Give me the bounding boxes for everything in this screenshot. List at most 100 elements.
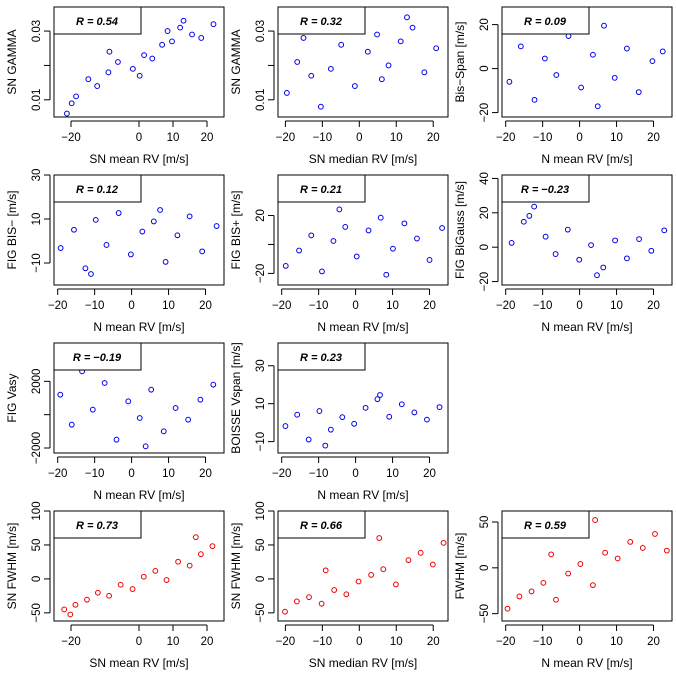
x-tick-label: 0: [576, 300, 582, 312]
r-value-label: R = 0.32: [300, 16, 342, 28]
x-axis-label: N mean RV [m/s]: [541, 152, 632, 166]
data-point: [380, 566, 387, 573]
data-point: [331, 587, 338, 593]
x-tick-label: 10: [390, 132, 403, 144]
data-point: [282, 262, 289, 269]
data-point: [68, 100, 75, 107]
data-point: [342, 224, 349, 230]
y-tick-label: −50: [479, 604, 491, 624]
data-point: [209, 543, 216, 550]
data-point: [185, 416, 192, 423]
y-tick-label: 0.03: [31, 20, 43, 42]
data-point: [89, 406, 96, 413]
data-point: [115, 59, 121, 65]
data-point: [377, 214, 384, 221]
r-value-label: R = 0.12: [76, 184, 118, 196]
y-tick-label: 0: [479, 244, 491, 250]
data-point: [150, 218, 157, 225]
scatter-panel: −20 −10 0 10 20 −50 0 50 100 R = 0.66 SN median RV…: [229, 501, 449, 670]
data-point: [186, 562, 193, 569]
data-point: [531, 203, 538, 210]
y-tick-label: 50: [31, 539, 43, 552]
data-point: [169, 38, 175, 45]
y-tick-label: 20: [479, 206, 491, 219]
x-tick-label: −10: [533, 300, 553, 312]
data-point: [141, 52, 148, 59]
x-axis-label: N mean RV [m/s]: [93, 488, 184, 502]
x-tick-label: 20: [201, 636, 214, 648]
x-tick-label: −10: [85, 468, 105, 480]
data-point: [577, 561, 584, 567]
y-axis-label: SN FWHM [m/s]: [5, 523, 19, 610]
x-tick-label: 20: [199, 468, 212, 480]
data-point: [411, 409, 418, 416]
data-point: [517, 43, 524, 50]
data-point: [374, 396, 381, 403]
scatter-panel: −20 −10 0 10 20 −10 10 30 R = 0.12 N mean RV [m/s…: [5, 169, 225, 334]
data-point: [386, 413, 393, 420]
data-point: [639, 545, 646, 551]
r-value-label: R = 0.54: [76, 16, 118, 28]
data-point: [105, 69, 112, 76]
data-point: [541, 55, 548, 62]
data-point: [210, 381, 217, 388]
data-point: [68, 421, 75, 428]
x-tick-label: 0: [128, 300, 134, 312]
data-point: [106, 48, 113, 55]
data-point: [106, 592, 112, 599]
r-box: [53, 6, 142, 35]
y-tick-label: −10: [255, 432, 267, 452]
x-tick-label: −20: [61, 132, 81, 144]
x-tick-label: −10: [85, 300, 105, 312]
y-tick-label: −50: [255, 603, 267, 623]
scatter-panel: −20 −10 0 10 20 0.01 0.03 R = 0.32 SN median RV …: [229, 6, 449, 166]
data-point: [199, 248, 206, 255]
y-tick-label: 0.03: [255, 20, 267, 42]
data-point: [152, 567, 159, 574]
data-point: [565, 570, 572, 577]
y-tick-label: 20: [255, 209, 267, 222]
data-point: [351, 83, 358, 89]
x-axis-label: SN median RV [m/s]: [309, 152, 417, 166]
y-tick-label: 30: [255, 359, 267, 372]
data-point: [283, 90, 290, 96]
data-point: [127, 251, 134, 258]
data-point: [663, 547, 670, 554]
data-point: [376, 535, 383, 541]
x-tick-label: −20: [496, 300, 516, 312]
x-tick-label: 10: [390, 636, 403, 648]
y-axis-label: FIG BIS− [m/s]: [5, 190, 19, 269]
data-point: [417, 549, 424, 556]
y-tick-label: 50: [255, 539, 267, 552]
data-point: [429, 561, 436, 568]
y-tick-label: 0.01: [255, 89, 267, 111]
x-tick-label: −20: [61, 636, 81, 648]
r-value-label: R = 0.23: [300, 352, 342, 364]
x-tick-label: 10: [167, 132, 180, 144]
x-tick-label: 10: [162, 468, 175, 480]
data-point: [160, 428, 167, 435]
y-tick-label: 0: [479, 65, 491, 71]
r-box: [277, 510, 366, 539]
data-point: [652, 531, 658, 537]
data-point: [339, 414, 346, 421]
data-point: [578, 84, 584, 91]
x-tick-label: −20: [496, 636, 516, 648]
x-tick-label: −10: [533, 132, 553, 144]
data-point: [355, 578, 362, 585]
y-tick-label: −20: [479, 272, 491, 292]
y-tick-label: 40: [479, 172, 491, 185]
data-point: [553, 72, 560, 78]
data-point: [300, 35, 307, 41]
x-tick-label: 20: [423, 468, 436, 480]
r-box: [53, 174, 142, 203]
data-point: [542, 233, 549, 240]
data-point: [600, 264, 607, 271]
x-tick-label: 10: [386, 300, 399, 312]
x-tick-label: −10: [313, 636, 333, 648]
data-point: [282, 423, 289, 429]
data-point: [197, 396, 204, 403]
data-point: [398, 401, 405, 408]
y-tick-label: 100: [31, 501, 43, 520]
x-tick-label: −10: [309, 300, 329, 312]
